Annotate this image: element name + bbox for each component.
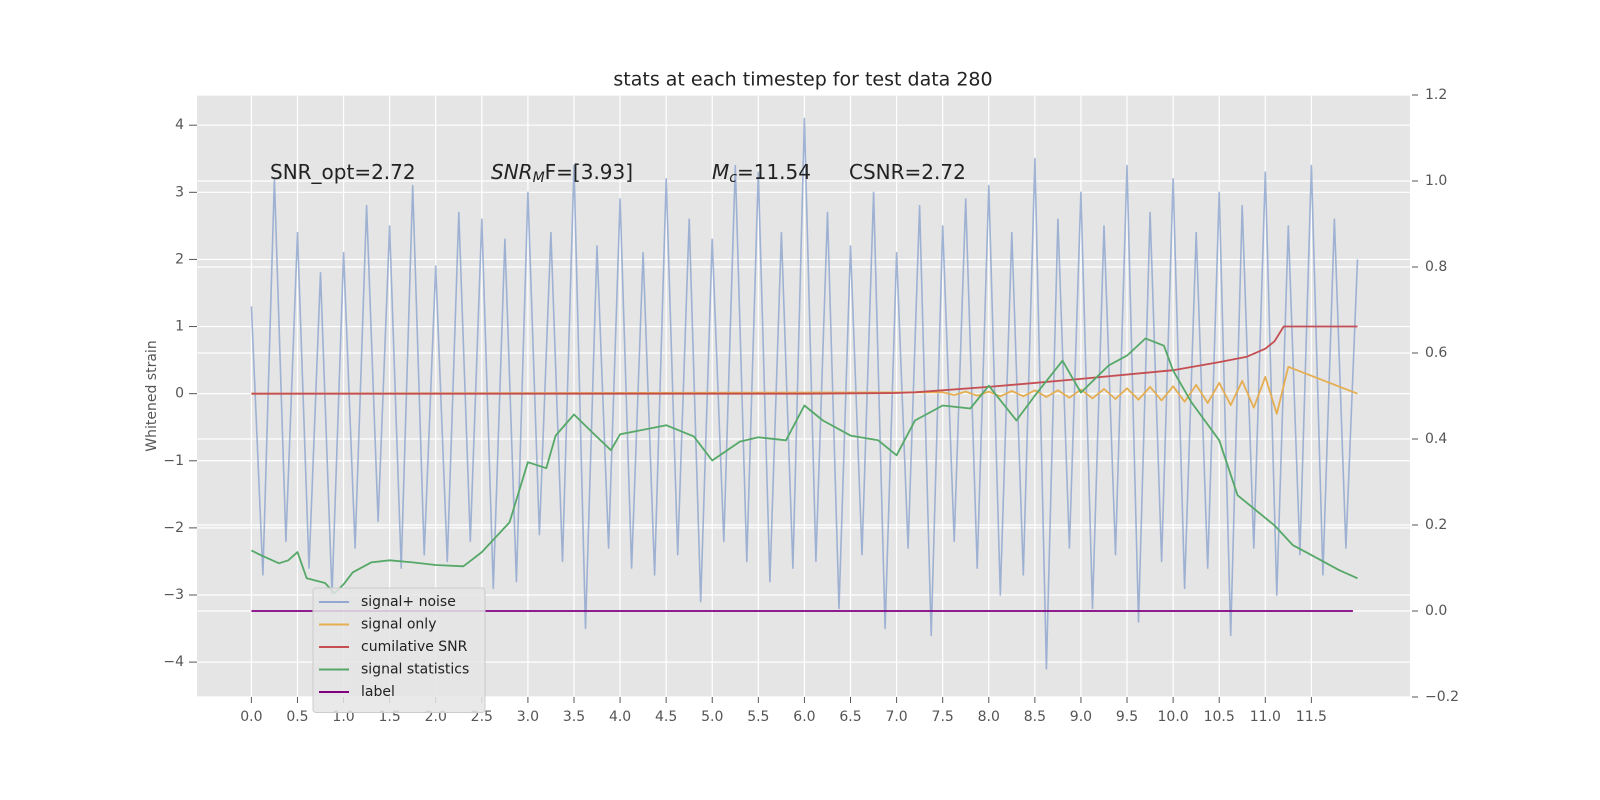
y2-tick-label: −0.2	[1425, 689, 1459, 705]
annotation: SNRMF=[3.93]	[491, 160, 633, 187]
x-tick-label: 4.0	[609, 709, 631, 725]
y2-tick-label: 1.0	[1425, 173, 1447, 189]
annotation-base: SNR_opt=2.72	[270, 160, 416, 184]
x-tick-label: 11.5	[1296, 709, 1327, 725]
y-tick-label: −1	[163, 453, 184, 469]
x-tick-label: 8.0	[978, 709, 1000, 725]
annotation-sub: c	[729, 170, 737, 186]
x-tick-label: 10.0	[1158, 709, 1189, 725]
x-tick-label: 9.5	[1116, 709, 1138, 725]
x-tick-label: 3.5	[563, 709, 585, 725]
x-tick-label: 8.5	[1024, 709, 1046, 725]
x-tick-label: 10.5	[1204, 709, 1235, 725]
annotation: CSNR=2.72	[849, 160, 966, 184]
x-tick-label: 9.0	[1070, 709, 1092, 725]
y-tick-label: 2	[175, 251, 184, 267]
legend-label: signal statistics	[361, 662, 469, 678]
y-tick-label: 3	[175, 184, 184, 200]
y-axis-label: Whitened strain	[144, 340, 160, 451]
y2-tick-label: 0.2	[1425, 517, 1447, 533]
series-line	[250, 337, 1358, 595]
chart-title: stats at each timestep for test data 280	[613, 69, 992, 91]
legend-box	[312, 587, 486, 713]
x-tick-label: 11.0	[1250, 709, 1281, 725]
x-tick-label: 4.5	[655, 709, 677, 725]
x-tick-label: 6.0	[793, 709, 815, 725]
y-tick-label: −4	[163, 654, 184, 670]
y-tick-label: −2	[163, 520, 184, 536]
annotation: SNR_opt=2.72	[270, 160, 416, 184]
y2-tick-label: 0.4	[1425, 431, 1447, 447]
legend-label: label	[361, 684, 395, 700]
x-tick-label: 0.5	[286, 709, 308, 725]
legend-label: cumilative SNR	[361, 639, 468, 655]
series-line	[251, 365, 1358, 415]
y-tick-label: −3	[163, 587, 184, 603]
y2-tick-label: 0.8	[1425, 259, 1447, 275]
annotation-rest: =11.54	[737, 160, 811, 184]
series-line	[250, 117, 1359, 670]
x-tick-label: 7.0	[885, 709, 907, 725]
x-tick-label: 0.0	[240, 709, 262, 725]
y2-tick-label: 0.0	[1425, 603, 1447, 619]
annotation-base: M	[712, 160, 729, 184]
legend-label: signal+ noise	[361, 594, 456, 610]
annotation-base: CSNR=2.72	[849, 160, 966, 184]
x-tick-label: 3.0	[517, 709, 539, 725]
annotation-sub: M	[533, 170, 545, 186]
annotation: Mc=11.54	[712, 160, 811, 187]
y-tick-label: 0	[175, 386, 184, 402]
x-tick-label: 6.5	[839, 709, 861, 725]
annotation-base: SNR	[491, 160, 533, 184]
y2-tick-label: 0.6	[1425, 345, 1447, 361]
x-tick-label: 5.5	[747, 709, 769, 725]
legend-label: signal only	[361, 617, 436, 633]
x-tick-label: 5.0	[701, 709, 723, 725]
y2-tick-label: 1.2	[1425, 87, 1447, 103]
y-tick-label: 1	[175, 319, 184, 335]
annotation-rest: F=[3.93]	[545, 160, 633, 184]
y-tick-label: 4	[175, 117, 184, 133]
x-tick-label: 7.5	[932, 709, 954, 725]
